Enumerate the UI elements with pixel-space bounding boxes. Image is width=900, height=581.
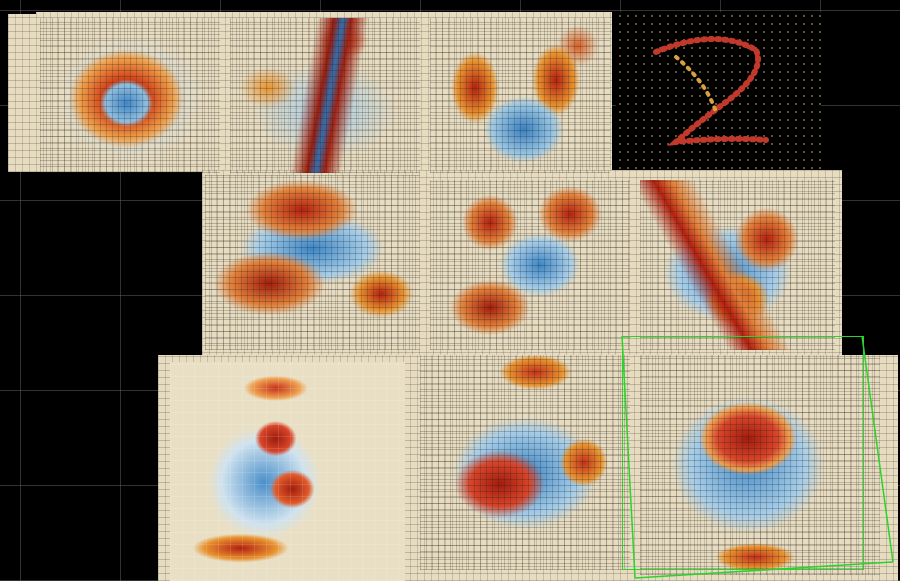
height-field-tile-digit-7[interactable]	[420, 355, 630, 570]
pixel-tile-digit-3[interactable]	[170, 362, 405, 581]
height-field-tile-digit-5[interactable]	[430, 180, 630, 350]
height-field-tile-digit-0[interactable]	[40, 18, 220, 173]
height-field-tile-digit-6[interactable]	[640, 180, 835, 350]
height-field-tile-digit-4[interactable]	[205, 175, 420, 350]
point-cloud-tile[interactable]	[616, 12, 821, 170]
height-field-tile-digit-8[interactable]	[640, 355, 880, 575]
point-cloud-digit-strokes	[653, 36, 769, 146]
height-field-tile-digit-2[interactable]	[430, 18, 610, 173]
height-field-tile-digit-1[interactable]	[230, 18, 420, 173]
